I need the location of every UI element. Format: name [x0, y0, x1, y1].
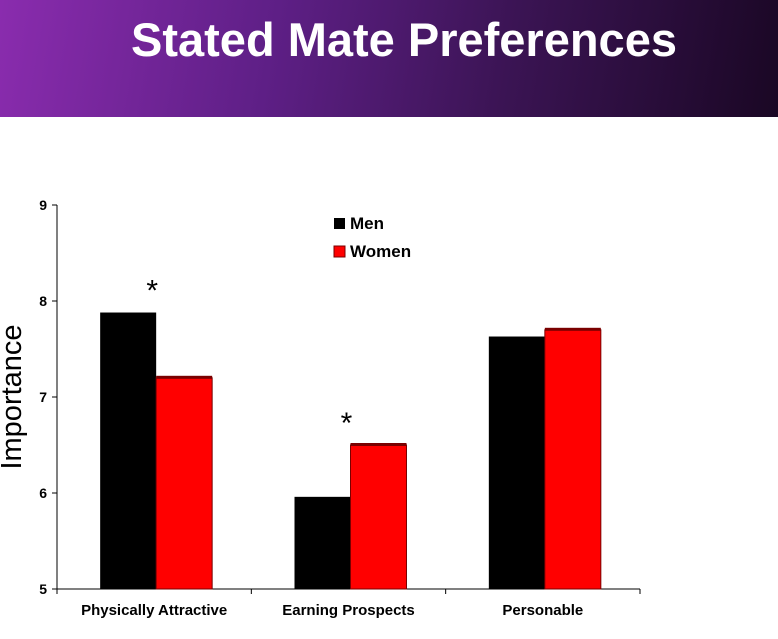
bar-women: [350, 444, 407, 590]
bar-men: [100, 312, 157, 589]
y-tick-label: 6: [39, 485, 47, 501]
legend-swatch: [333, 245, 346, 258]
bar-women: [544, 329, 602, 590]
bar-men: [294, 496, 351, 589]
y-tick-label: 9: [39, 197, 47, 213]
bar-women: [155, 377, 213, 590]
x-category-label: Personable: [502, 602, 583, 619]
x-category-label: Physically Attractive: [81, 602, 227, 619]
y-tick-label: 5: [39, 581, 47, 597]
x-category-label: Earning Prospects: [282, 602, 415, 619]
page-title: Stated Mate Preferences: [131, 13, 677, 66]
significance-marker: *: [146, 275, 158, 308]
bar-men: [488, 336, 545, 589]
y-tick-label: 8: [39, 293, 47, 309]
legend-swatch: [334, 218, 345, 229]
bar-women-top-edge: [156, 375, 213, 379]
bar-women-top-edge: [544, 327, 601, 331]
legend-label: Women: [350, 242, 411, 261]
y-tick-label: 7: [39, 389, 47, 405]
title-banner: Stated Mate Preferences: [0, 0, 778, 117]
significance-marker: *: [341, 407, 353, 440]
bar-women-top-edge: [350, 443, 407, 446]
legend-label: Men: [350, 214, 384, 233]
y-axis-label: Importance: [0, 324, 28, 469]
